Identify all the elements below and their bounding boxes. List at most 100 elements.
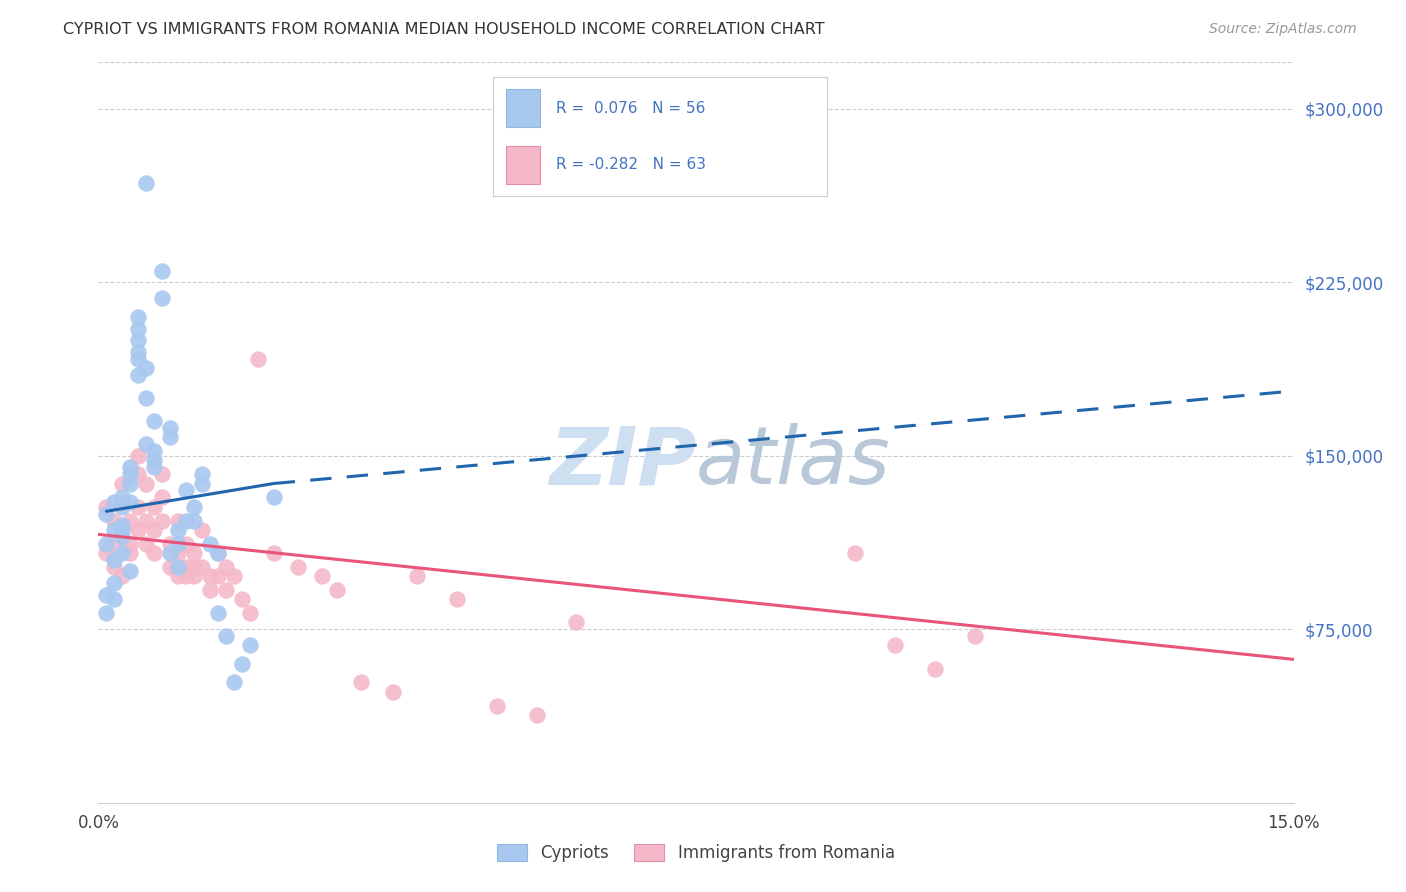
Point <box>207 569 229 583</box>
Point <box>183 514 205 528</box>
Point <box>127 310 149 324</box>
Point <box>103 559 125 574</box>
Point <box>143 546 166 560</box>
Point <box>111 518 134 533</box>
Point <box>167 523 190 537</box>
Point <box>382 685 405 699</box>
Point <box>884 639 907 653</box>
Point <box>191 467 214 482</box>
Point <box>485 698 508 713</box>
Point <box>963 629 986 643</box>
Point <box>191 559 214 574</box>
Point <box>103 553 125 567</box>
Point <box>96 507 118 521</box>
Text: Source: ZipAtlas.com: Source: ZipAtlas.com <box>1209 22 1357 37</box>
Point <box>565 615 588 630</box>
Point <box>96 546 118 560</box>
Point <box>198 582 221 597</box>
Point <box>120 565 142 579</box>
Point <box>150 467 173 482</box>
Point <box>120 514 142 528</box>
Point <box>111 569 134 583</box>
Point <box>103 514 125 528</box>
Point <box>311 569 333 583</box>
Point <box>120 536 142 550</box>
Point <box>143 453 166 467</box>
Point <box>174 559 197 574</box>
Point <box>96 500 118 514</box>
Point <box>159 421 181 435</box>
Point <box>215 629 238 643</box>
Point <box>167 514 190 528</box>
Point <box>111 530 134 544</box>
Point <box>326 582 349 597</box>
Point <box>231 592 253 607</box>
Point <box>111 523 134 537</box>
Point <box>111 500 134 514</box>
Point <box>135 437 157 451</box>
Point <box>174 483 197 498</box>
Point <box>111 546 134 560</box>
Point <box>150 514 173 528</box>
Point <box>174 536 197 550</box>
Point <box>135 360 157 375</box>
Point <box>127 351 149 366</box>
Point <box>127 333 149 347</box>
Point <box>96 536 118 550</box>
Legend: Cypriots, Immigrants from Romania: Cypriots, Immigrants from Romania <box>491 837 901 869</box>
Point <box>446 592 468 607</box>
Point <box>215 559 238 574</box>
Point <box>183 559 205 574</box>
Point <box>222 675 245 690</box>
Point <box>222 569 245 583</box>
Point <box>103 523 125 537</box>
Point <box>246 351 269 366</box>
Point <box>183 546 205 560</box>
Point <box>263 546 285 560</box>
Point <box>207 546 229 560</box>
Point <box>167 546 190 560</box>
Point <box>159 546 181 560</box>
Point <box>96 606 118 620</box>
Point <box>526 707 548 722</box>
Point <box>120 495 142 509</box>
Point <box>350 675 373 690</box>
Point <box>143 523 166 537</box>
Point <box>406 569 429 583</box>
Point <box>924 662 946 676</box>
Text: CYPRIOT VS IMMIGRANTS FROM ROMANIA MEDIAN HOUSEHOLD INCOME CORRELATION CHART: CYPRIOT VS IMMIGRANTS FROM ROMANIA MEDIA… <box>63 22 825 37</box>
Point <box>111 495 134 509</box>
Point <box>96 588 118 602</box>
Point <box>167 569 190 583</box>
Point <box>263 491 285 505</box>
Point <box>103 495 125 509</box>
Point <box>127 368 149 382</box>
Point <box>143 460 166 475</box>
Point <box>120 476 142 491</box>
Point <box>120 546 142 560</box>
Point <box>120 460 142 475</box>
Point <box>127 523 149 537</box>
Point <box>207 606 229 620</box>
Point <box>103 592 125 607</box>
Point <box>135 514 157 528</box>
Point <box>159 536 181 550</box>
Point <box>120 467 142 482</box>
Point <box>135 476 157 491</box>
Text: ZIP: ZIP <box>548 423 696 501</box>
Point <box>198 569 221 583</box>
Point <box>127 321 149 335</box>
Point <box>143 414 166 428</box>
Point <box>127 449 149 463</box>
Point <box>167 559 190 574</box>
Point <box>183 500 205 514</box>
Point <box>207 546 229 560</box>
Point <box>167 536 190 550</box>
Point <box>239 606 262 620</box>
Point <box>143 500 166 514</box>
Point <box>111 476 134 491</box>
Point <box>287 559 309 574</box>
Point <box>127 344 149 359</box>
Point <box>127 500 149 514</box>
Point <box>111 491 134 505</box>
